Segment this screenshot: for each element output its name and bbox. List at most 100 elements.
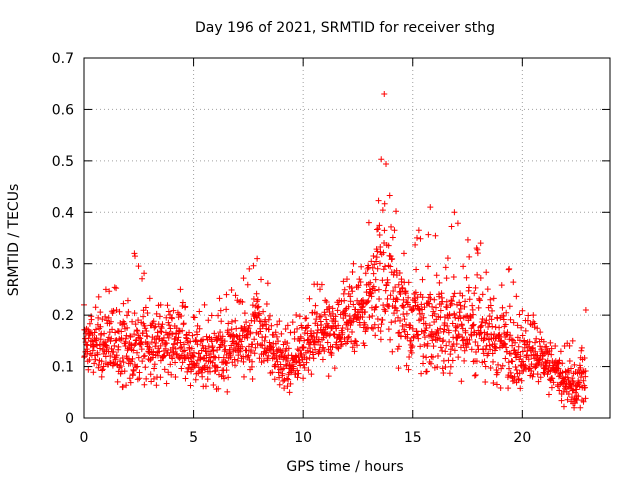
data-point — [259, 341, 266, 348]
data-point — [121, 320, 128, 327]
data-point — [389, 348, 396, 355]
data-point — [113, 306, 120, 313]
data-point — [227, 352, 234, 359]
data-point — [179, 327, 186, 334]
data-point — [435, 330, 442, 337]
data-point — [481, 358, 488, 365]
data-point — [422, 320, 429, 327]
data-point — [377, 336, 384, 343]
data-point — [446, 312, 453, 319]
data-point — [466, 296, 473, 303]
data-point — [329, 305, 336, 312]
data-point — [515, 349, 522, 356]
data-point — [518, 377, 525, 384]
data-point — [560, 378, 567, 385]
data-point — [387, 336, 394, 343]
data-point — [133, 364, 140, 371]
data-point — [119, 355, 126, 362]
data-point — [395, 314, 402, 321]
data-point — [521, 337, 528, 344]
data-point — [412, 241, 419, 248]
data-point — [166, 322, 173, 329]
data-point — [479, 316, 486, 323]
data-point — [516, 311, 523, 318]
data-point — [221, 342, 228, 349]
data-point — [511, 373, 518, 380]
data-point — [165, 369, 172, 376]
data-point — [396, 270, 403, 277]
data-point — [565, 391, 572, 398]
data-point — [316, 314, 323, 321]
data-point — [241, 310, 248, 317]
data-point-peak — [477, 240, 484, 247]
data-point — [216, 295, 223, 302]
data-point — [509, 342, 516, 349]
data-point — [148, 378, 155, 385]
data-point — [223, 367, 230, 374]
data-point — [331, 365, 338, 372]
data-point — [505, 385, 512, 392]
data-point — [474, 250, 481, 257]
data-point — [86, 320, 93, 327]
data-point — [370, 325, 377, 332]
data-point — [402, 290, 409, 297]
data-point — [434, 353, 441, 360]
data-point — [284, 358, 291, 365]
data-point — [458, 322, 465, 329]
x-tick-label: 0 — [80, 430, 89, 446]
data-point — [178, 365, 185, 372]
data-point — [461, 347, 468, 354]
data-point — [192, 376, 199, 383]
data-point — [141, 352, 148, 359]
data-point — [499, 362, 506, 369]
data-point — [447, 363, 454, 370]
data-point — [127, 379, 134, 386]
data-point — [182, 303, 189, 310]
data-point — [413, 266, 420, 273]
data-point — [495, 332, 502, 339]
data-point — [111, 360, 118, 367]
data-point — [524, 317, 531, 324]
data-point — [306, 354, 313, 361]
data-point — [320, 344, 327, 351]
data-point — [377, 328, 384, 335]
data-point — [417, 235, 424, 242]
data-point — [153, 310, 160, 317]
data-point — [532, 348, 539, 355]
data-point — [323, 316, 330, 323]
data-point — [376, 295, 383, 302]
data-point — [476, 297, 483, 304]
data-point — [423, 324, 430, 331]
data-point — [228, 318, 235, 325]
data-point — [477, 323, 484, 330]
data-point — [388, 223, 395, 230]
data-point — [334, 307, 341, 314]
data-point — [85, 366, 92, 373]
data-point — [280, 341, 287, 348]
data-point — [419, 294, 426, 301]
data-point — [151, 324, 158, 331]
data-point — [297, 335, 304, 342]
data-point — [182, 355, 189, 362]
data-point — [122, 335, 129, 342]
data-point — [410, 333, 417, 340]
data-point — [397, 290, 404, 297]
data-point — [276, 318, 283, 325]
data-point — [458, 378, 465, 385]
data-point — [503, 344, 510, 351]
data-point — [163, 314, 170, 321]
data-point — [313, 310, 320, 317]
data-point — [323, 299, 330, 306]
data-point — [394, 307, 401, 314]
data-point — [217, 329, 224, 336]
data-point — [459, 292, 466, 299]
data-point — [378, 321, 385, 328]
data-point — [338, 341, 345, 348]
data-point — [341, 335, 348, 342]
data-point — [268, 322, 275, 329]
data-point — [477, 274, 484, 281]
data-point — [345, 303, 352, 310]
data-point — [249, 302, 256, 309]
data-point — [399, 302, 406, 309]
